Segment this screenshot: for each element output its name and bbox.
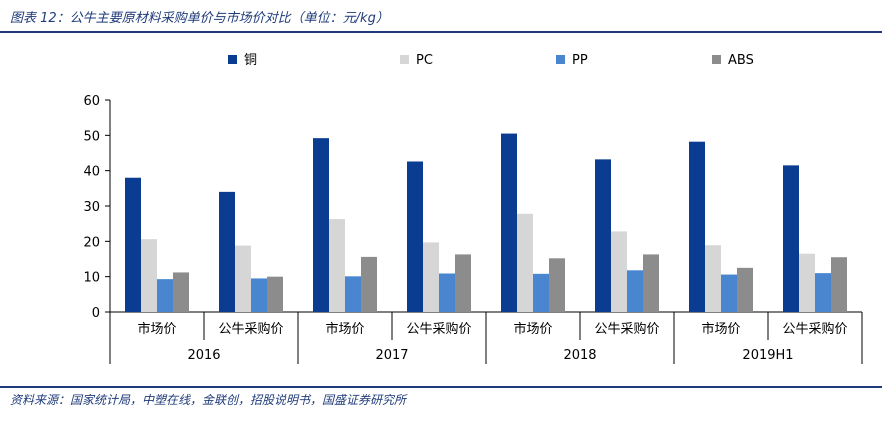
- bar-PP-3: [439, 273, 455, 312]
- y-tick-label: 40: [83, 165, 100, 180]
- bar-ABS-2: [361, 256, 377, 312]
- bar-铜-0: [125, 177, 141, 312]
- bar-PP-4: [533, 273, 549, 312]
- legend-label: 铜: [244, 53, 257, 68]
- bar-PC-5: [611, 231, 627, 312]
- bar-PC-1: [235, 245, 251, 312]
- category-label: 市场价: [701, 321, 740, 337]
- y-tick-label: 20: [83, 235, 100, 250]
- legend-label: PP: [572, 53, 588, 68]
- group-label: 2019H1: [742, 348, 793, 363]
- bar-ABS-7: [831, 257, 847, 312]
- y-tick-label: 50: [83, 129, 100, 144]
- bar-铜-6: [689, 141, 705, 312]
- bar-PC-7: [799, 253, 815, 312]
- category-label: 公牛采购价: [406, 321, 471, 337]
- bar-PP-1: [251, 278, 267, 312]
- group-label: 2016: [187, 348, 220, 363]
- legend: 铜 PC PP ABS: [228, 53, 754, 68]
- bar-铜-5: [595, 159, 611, 312]
- legend-swatch-ABS: [712, 55, 721, 64]
- source-note: 资料来源：国家统计局，中塑在线，金联创，招股说明书，国盛证券研究所: [10, 393, 407, 407]
- bar-铜-4: [501, 133, 517, 312]
- bar-PP-7: [815, 273, 831, 312]
- category-label: 市场价: [325, 321, 364, 337]
- bar-PP-0: [157, 279, 173, 312]
- bar-铜-2: [313, 138, 329, 312]
- bar-ABS-3: [455, 254, 471, 312]
- y-tick-label: 60: [83, 94, 100, 109]
- bar-PP-6: [721, 274, 737, 312]
- legend-label: PC: [416, 53, 433, 68]
- bar-PC-2: [329, 219, 345, 312]
- y-tick-label: 0: [92, 306, 100, 321]
- group-label: 2018: [563, 348, 596, 363]
- legend-label: ABS: [728, 53, 754, 68]
- bar-铜-7: [783, 165, 799, 312]
- category-label: 市场价: [513, 321, 552, 337]
- bar-铜-3: [407, 161, 423, 312]
- title-rule: [0, 31, 882, 33]
- bar-PC-3: [423, 242, 439, 312]
- bar-PC-0: [141, 239, 157, 312]
- category-label: 公牛采购价: [218, 321, 283, 337]
- legend-swatch-PC: [400, 55, 409, 64]
- axes: 0 10 20 30 40 50 60: [83, 94, 863, 364]
- axis-labels: 市场价 公牛采购价 市场价 公牛采购价 市场价 公牛采购价 市场价 公牛采购价 2016 2017…: [137, 321, 847, 363]
- bar-ABS-4: [549, 258, 565, 312]
- bars: [125, 133, 847, 312]
- bar-PP-2: [345, 276, 361, 312]
- group-label: 2017: [375, 348, 408, 363]
- category-label: 公牛采购价: [594, 321, 659, 337]
- legend-swatch-PP: [556, 55, 565, 64]
- bar-PP-5: [627, 270, 643, 312]
- y-tick-label: 10: [83, 271, 100, 286]
- category-label: 市场价: [137, 321, 176, 337]
- legend-swatch-铜: [228, 55, 237, 64]
- bar-ABS-6: [737, 267, 753, 312]
- category-label: 公牛采购价: [782, 321, 847, 337]
- bar-铜-1: [219, 191, 235, 312]
- source-rule: [0, 386, 882, 388]
- bar-PC-4: [517, 213, 533, 312]
- bar-ABS-5: [643, 254, 659, 312]
- chart-title: 图表 12：公牛主要原材料采购单价与市场价对比（单位：元/kg）: [10, 11, 389, 26]
- bar-ABS-1: [267, 276, 283, 312]
- y-tick-label: 30: [83, 200, 100, 215]
- bar-PC-6: [705, 245, 721, 312]
- bar-ABS-0: [173, 272, 189, 312]
